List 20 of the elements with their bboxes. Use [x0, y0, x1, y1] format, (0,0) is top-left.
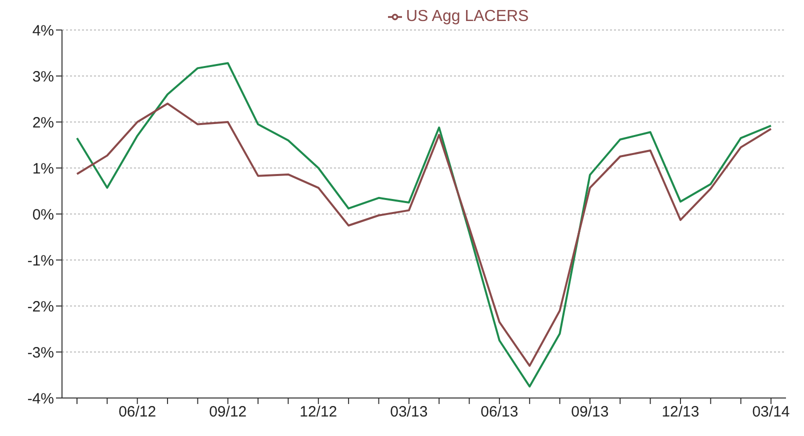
x-tick-label: 06/13 [480, 404, 518, 421]
y-tick-label: 0% [32, 206, 54, 224]
x-tick-label: 06/12 [118, 404, 156, 421]
x-tick-label: 12/13 [662, 404, 700, 421]
line-series [76, 62, 772, 388]
y-tick-label: 3% [32, 68, 54, 86]
y-tick-label: -3% [27, 344, 54, 362]
y-tick-label: 2% [32, 114, 54, 132]
y-tick-label: -4% [27, 390, 54, 408]
x-tick-label: 03/14 [752, 404, 790, 421]
y-tick-label: 4% [32, 22, 54, 40]
x-tick-label: 12/12 [300, 404, 338, 421]
y-tick-label: 1% [32, 160, 54, 178]
x-tick-label: 03/13 [390, 404, 428, 421]
legend-label: US Agg LACERS [406, 8, 529, 25]
y-tick-label: -1% [27, 252, 54, 270]
line-series [76, 102, 772, 367]
y-tick-label: -2% [27, 298, 54, 316]
x-tick-label: 09/13 [571, 404, 609, 421]
x-tick-label: 09/12 [209, 404, 247, 421]
